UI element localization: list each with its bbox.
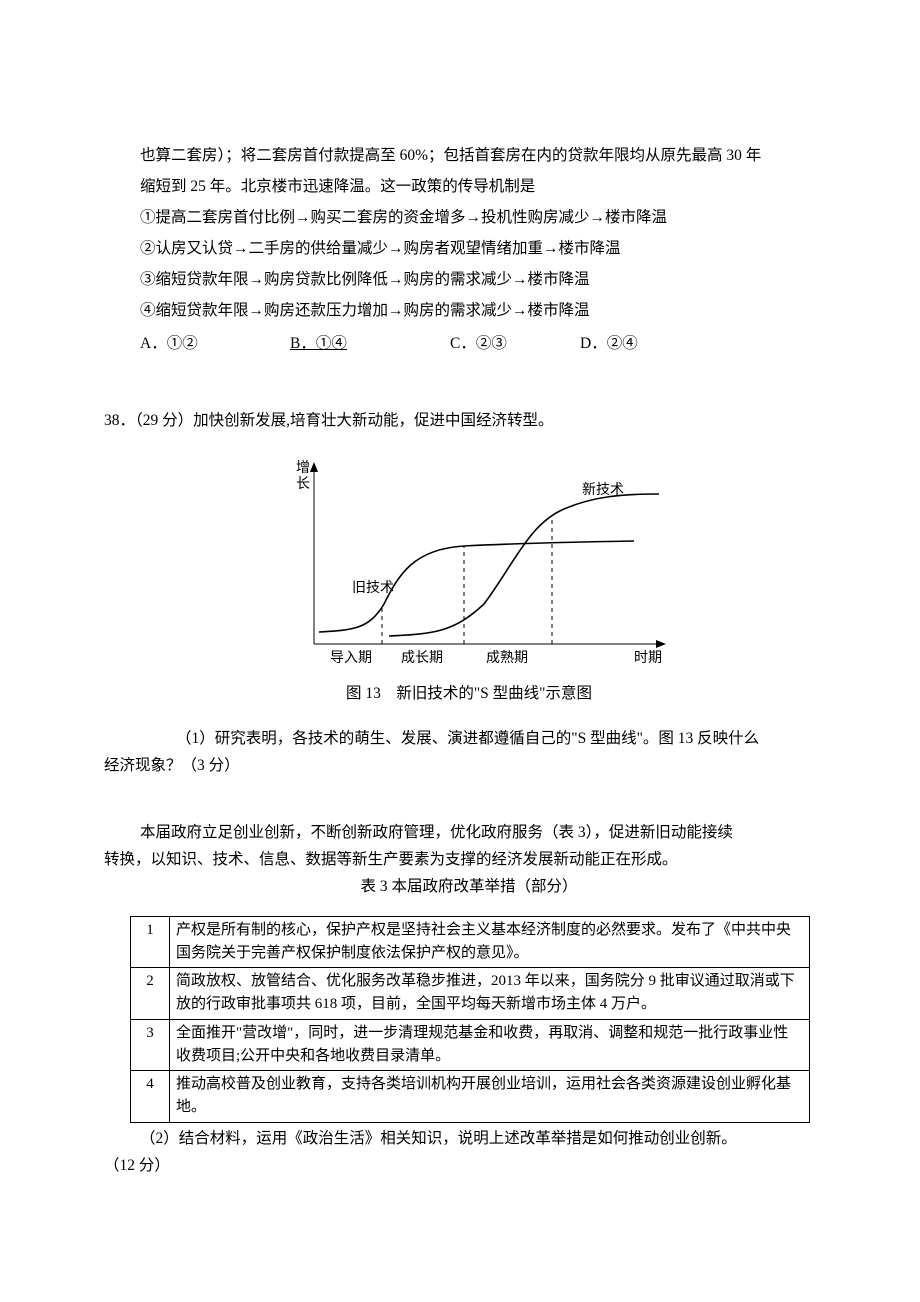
choice-c: C．②③	[450, 328, 580, 359]
row-number: 2	[131, 968, 170, 1020]
svg-text:新技术: 新技术	[582, 482, 624, 498]
chain-option-4: ④缩短贷款年限→购房还款压力增加→购房的需求减少→楼市降温	[140, 295, 798, 326]
exam-page: 也算二套房）；将二套房首付款提高至 60%；包括首套房在内的贷款年限均从原先最高…	[0, 0, 920, 1239]
subquestion-2: （2）结合材料，运用《政治生活》相关知识，说明上述改革举措是如何推动创业创新。 …	[104, 1125, 798, 1179]
mc-choices: A．①② B．①④ C．②③ D．②④	[140, 328, 798, 359]
row-text: 全面推开"营改增"，同时，进一步清理规范基金和收费，再取消、调整和规范一批行政事…	[170, 1019, 810, 1071]
row-number: 1	[131, 916, 170, 968]
context-line-2: 缩短到 25 年。北京楼市迅速降温。这一政策的传导机制是	[140, 171, 798, 202]
table-caption: 表 3 本届政府改革举措（部分）	[140, 873, 798, 900]
svg-text:成熟期: 成熟期	[486, 650, 528, 666]
q38-lead: 38．（29 分）加快创新发展,培育壮大新动能，促进中国经济转型。	[104, 405, 798, 436]
table-row: 2简政放权、放管结合、优化服务改革稳步推进，2013 年以来，国务院分 9 批审…	[131, 968, 810, 1020]
chain-option-3: ③缩短贷款年限→购房贷款比例降低→购房的需求减少→楼市降温	[140, 264, 798, 295]
subq2-line2: （12 分）	[104, 1157, 170, 1174]
row-number: 4	[131, 1071, 170, 1123]
subq2-line1: （2）结合材料，运用《政治生活》相关知识，说明上述改革举措是如何推动创业创新。	[104, 1125, 798, 1152]
svg-text:导入期: 导入期	[330, 650, 372, 666]
chain-option-1: ①提高二套房首付比例→购买二套房的资金增多→投机性购房减少→楼市降温	[140, 202, 798, 233]
para2-line2: 转换，以知识、技术、信息、数据等新生产要素为支撑的经济发展新动能正在形成。	[104, 851, 678, 868]
svg-text:时期: 时期	[634, 650, 662, 666]
choice-d: D．②④	[580, 328, 700, 359]
s-curve-chart: 增长时期 导入期 成长期 成熟期 旧技术 新技术	[264, 454, 674, 674]
svg-text:成长期: 成长期	[401, 650, 443, 666]
subq1-line1: （1）研究表明，各技术的萌生、发展、演进都遵循自己的"S 型曲线"。图 13 反…	[104, 725, 798, 752]
reform-table: 1产权是所有制的核心，保护产权是坚持社会主义基本经济制度的必然要求。发布了《中共…	[130, 916, 810, 1123]
subq1-line2: 经济现象？（3 分）	[104, 757, 240, 774]
chain-option-2: ②认房又认贷→二手房的供给量减少→购房者观望情绪加重→楼市降温	[140, 233, 798, 264]
subquestion-1: （1）研究表明，各技术的萌生、发展、演进都遵循自己的"S 型曲线"。图 13 反…	[104, 725, 798, 779]
svg-text:长: 长	[296, 476, 310, 492]
table-row: 3全面推开"营改增"，同时，进一步清理规范基金和收费，再取消、调整和规范一批行政…	[131, 1019, 810, 1071]
row-text: 产权是所有制的核心，保护产权是坚持社会主义基本经济制度的必然要求。发布了《中共中…	[170, 916, 810, 968]
para2-line1: 本届政府立足创业创新，不断创新政府管理，优化政府服务（表 3），促进新旧动能接续	[104, 819, 798, 846]
choice-a: A．①②	[140, 328, 290, 359]
figure-caption: 图 13 新旧技术的"S 型曲线"示意图	[140, 678, 798, 709]
row-text: 简政放权、放管结合、优化服务改革稳步推进，2013 年以来，国务院分 9 批审议…	[170, 968, 810, 1020]
svg-text:旧技术: 旧技术	[352, 580, 394, 596]
row-text: 推动高校普及创业教育，支持各类培训机构开展创业培训，运用社会各类资源建设创业孵化…	[170, 1071, 810, 1123]
s-curve-svg: 增长时期 导入期 成长期 成熟期 旧技术 新技术	[264, 454, 674, 674]
choice-b: B．①④	[290, 328, 450, 359]
table-row: 1产权是所有制的核心，保护产权是坚持社会主义基本经济制度的必然要求。发布了《中共…	[131, 916, 810, 968]
context-line-1: 也算二套房）；将二套房首付款提高至 60%；包括首套房在内的贷款年限均从原先最高…	[140, 140, 798, 171]
row-number: 3	[131, 1019, 170, 1071]
context-paragraph-2: 本届政府立足创业创新，不断创新政府管理，优化政府服务（表 3），促进新旧动能接续…	[104, 819, 798, 873]
table-row: 4推动高校普及创业教育，支持各类培训机构开展创业培训，运用社会各类资源建设创业孵…	[131, 1071, 810, 1123]
svg-text:增: 增	[296, 460, 310, 476]
